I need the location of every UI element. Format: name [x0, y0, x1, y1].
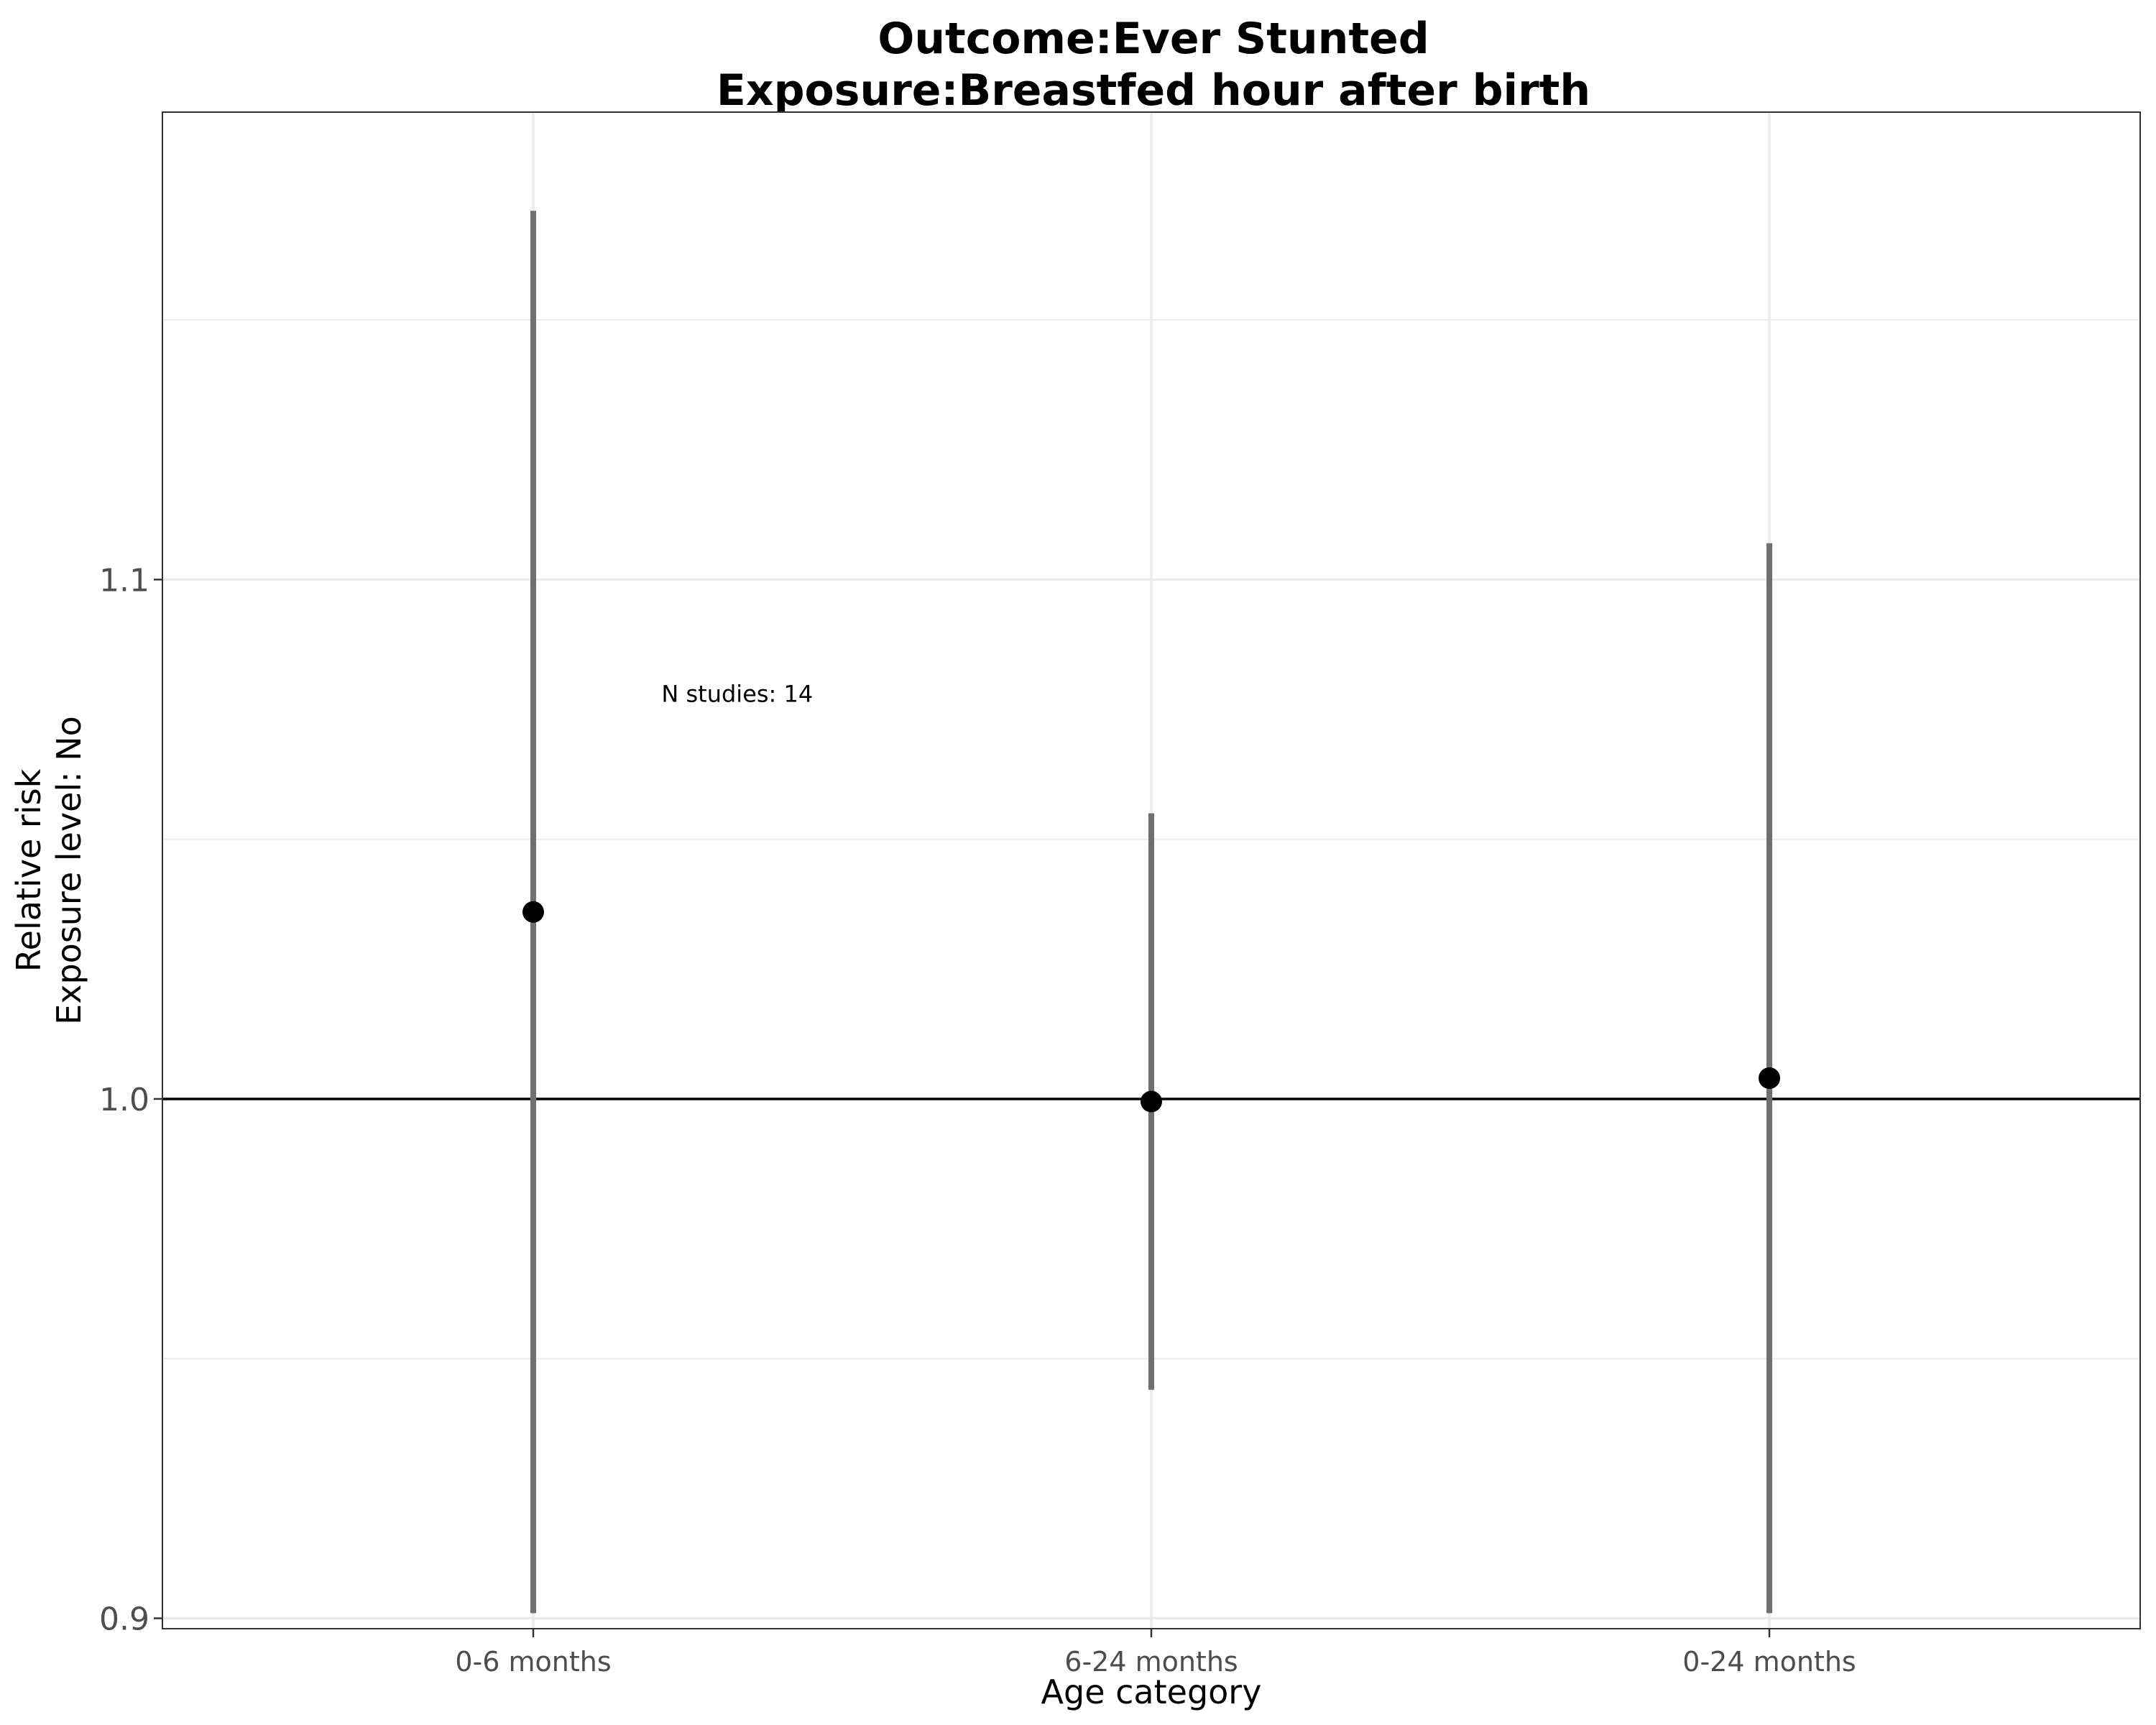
y-tick-label: 1.0 [99, 1082, 149, 1118]
x-axis: 0-6 months 6-24 months 0-24 months [455, 1629, 1856, 1678]
n-studies-annotation: N studies: 14 [661, 680, 813, 707]
data-points [522, 901, 1780, 1113]
y-tick-label: 0.9 [99, 1601, 149, 1638]
y-axis: 0.9 1.0 1.1 [99, 562, 162, 1638]
x-tick-label: 0-24 months [1682, 1646, 1856, 1678]
x-tick-label: 6-24 months [1064, 1646, 1238, 1678]
y-axis-title-line-2: Exposure level: No [50, 716, 88, 1025]
data-point [522, 901, 544, 923]
data-point [1759, 1067, 1780, 1090]
x-tick-label: 0-6 months [455, 1646, 611, 1678]
x-axis-title: Age category [1041, 1673, 1262, 1711]
y-tick-label: 1.1 [99, 562, 149, 599]
data-point [1141, 1090, 1162, 1113]
y-axis-title-line-1: Relative risk [9, 768, 48, 972]
chart-title-line-2: Exposure:Breastfed hour after birth [717, 65, 1590, 116]
chart-title-line-1: Outcome:Ever Stunted [877, 14, 1429, 64]
